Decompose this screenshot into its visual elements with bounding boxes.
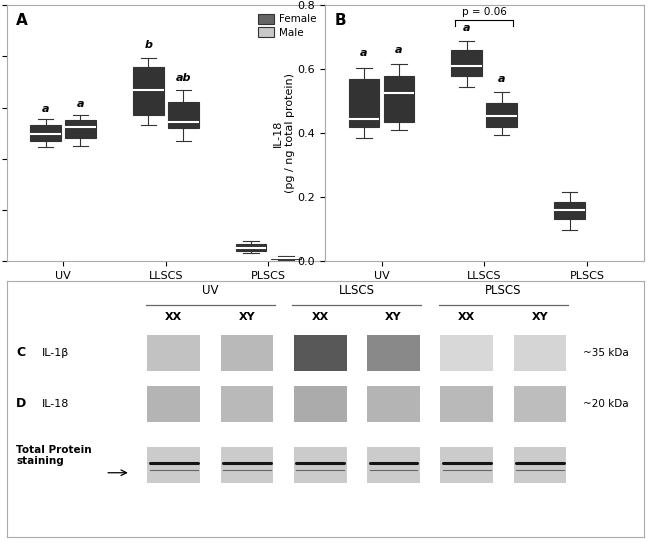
Text: XY: XY	[239, 312, 255, 322]
Text: p = 0.06: p = 0.06	[462, 7, 507, 17]
PathPatch shape	[384, 76, 415, 122]
Text: B: B	[335, 13, 346, 28]
Text: a: a	[42, 104, 49, 114]
Text: LLSCS: LLSCS	[339, 283, 375, 296]
Text: a: a	[498, 74, 506, 83]
Bar	[220, 386, 274, 422]
Bar	[220, 447, 274, 483]
Bar	[440, 386, 493, 422]
Text: IL-1β: IL-1β	[42, 348, 69, 358]
Text: ~20 kDa: ~20 kDa	[583, 399, 629, 409]
Bar	[367, 335, 420, 371]
Text: XY: XY	[385, 312, 402, 322]
PathPatch shape	[133, 67, 164, 115]
PathPatch shape	[168, 102, 199, 128]
PathPatch shape	[270, 257, 302, 259]
Text: UV: UV	[202, 283, 218, 296]
Legend: Female, Male: Female, Male	[255, 11, 320, 41]
Bar	[148, 335, 200, 371]
Bar	[294, 386, 346, 422]
PathPatch shape	[554, 202, 585, 220]
PathPatch shape	[451, 50, 482, 76]
Bar	[367, 447, 420, 483]
PathPatch shape	[348, 79, 380, 127]
Text: ~35 kDa: ~35 kDa	[583, 348, 629, 358]
Bar	[514, 447, 566, 483]
Bar	[294, 447, 346, 483]
Text: a: a	[395, 45, 403, 55]
PathPatch shape	[65, 120, 96, 138]
Text: ab: ab	[176, 73, 191, 83]
Bar	[514, 335, 566, 371]
Text: XX: XX	[165, 312, 183, 322]
Bar	[148, 386, 200, 422]
Text: D: D	[16, 397, 26, 410]
PathPatch shape	[235, 244, 266, 250]
Text: XY: XY	[532, 312, 549, 322]
Text: a: a	[463, 23, 471, 33]
Bar	[294, 335, 346, 371]
Bar	[440, 335, 493, 371]
Text: A: A	[16, 13, 28, 28]
Bar	[220, 335, 274, 371]
Bar	[367, 386, 420, 422]
Text: a: a	[77, 99, 85, 109]
Bar	[514, 386, 566, 422]
Text: C: C	[16, 346, 25, 359]
Text: IL-18: IL-18	[42, 399, 69, 409]
Text: Total Protein
staining: Total Protein staining	[16, 444, 92, 466]
PathPatch shape	[30, 125, 61, 141]
Text: XX: XX	[458, 312, 475, 322]
Bar	[148, 447, 200, 483]
PathPatch shape	[486, 103, 517, 127]
Bar	[440, 447, 493, 483]
Y-axis label: IL-18
(pg / ng total protein): IL-18 (pg / ng total protein)	[273, 73, 294, 193]
Text: b: b	[144, 40, 152, 50]
Text: XX: XX	[311, 312, 329, 322]
Text: PLSCS: PLSCS	[485, 283, 521, 296]
Text: a: a	[360, 48, 368, 58]
